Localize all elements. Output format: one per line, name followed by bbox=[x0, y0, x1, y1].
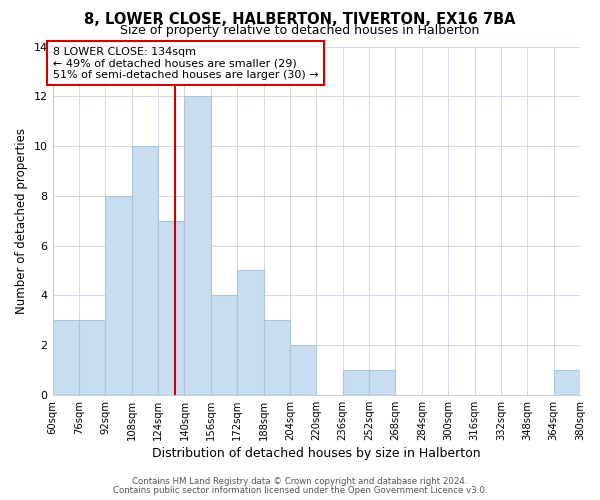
Bar bbox=[53, 320, 79, 395]
Bar bbox=[263, 320, 290, 395]
Bar bbox=[184, 96, 211, 395]
Text: Size of property relative to detached houses in Halberton: Size of property relative to detached ho… bbox=[121, 24, 479, 37]
Text: 8, LOWER CLOSE, HALBERTON, TIVERTON, EX16 7BA: 8, LOWER CLOSE, HALBERTON, TIVERTON, EX1… bbox=[84, 12, 516, 28]
Text: 8 LOWER CLOSE: 134sqm
← 49% of detached houses are smaller (29)
51% of semi-deta: 8 LOWER CLOSE: 134sqm ← 49% of detached … bbox=[53, 46, 318, 80]
Text: Contains public sector information licensed under the Open Government Licence v3: Contains public sector information licen… bbox=[113, 486, 487, 495]
Y-axis label: Number of detached properties: Number of detached properties bbox=[15, 128, 28, 314]
Bar bbox=[211, 296, 237, 395]
Bar bbox=[237, 270, 263, 395]
Bar bbox=[131, 146, 158, 395]
Bar bbox=[554, 370, 580, 395]
Bar bbox=[158, 220, 184, 395]
Bar bbox=[79, 320, 105, 395]
Bar bbox=[369, 370, 395, 395]
Bar bbox=[105, 196, 131, 395]
Bar bbox=[343, 370, 369, 395]
Text: Contains HM Land Registry data © Crown copyright and database right 2024.: Contains HM Land Registry data © Crown c… bbox=[132, 477, 468, 486]
Bar bbox=[290, 345, 316, 395]
X-axis label: Distribution of detached houses by size in Halberton: Distribution of detached houses by size … bbox=[152, 447, 481, 460]
